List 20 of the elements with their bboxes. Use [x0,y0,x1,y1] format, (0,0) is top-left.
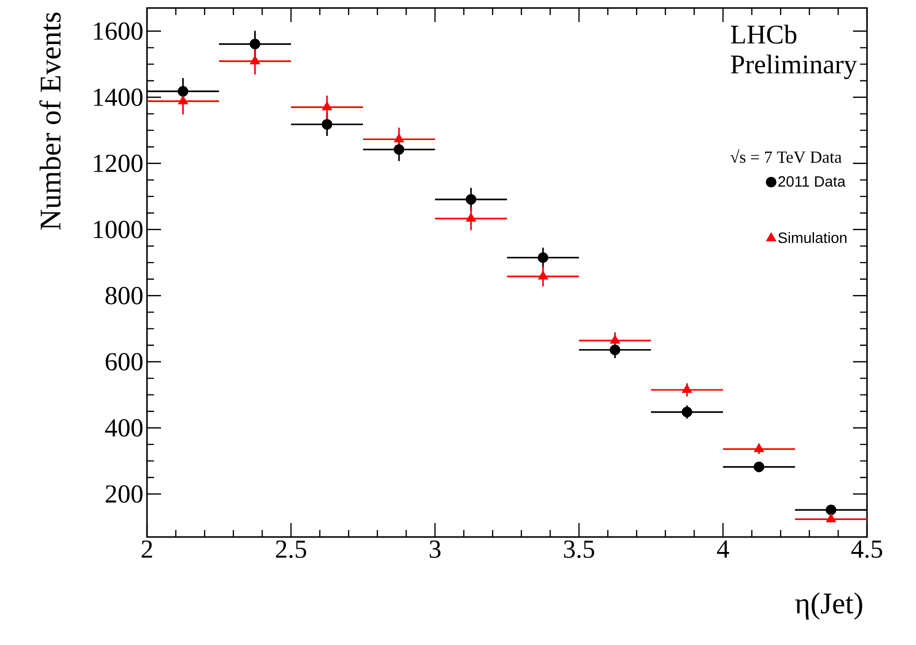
y-tick-label: 1000 [94,220,142,238]
x-tick-label: 2 [142,540,152,558]
y-tick-label: 1400 [94,88,142,106]
y-axis-title: Number of Events [39,12,61,230]
annotation: √s = 7 TeV Data [730,149,842,163]
x-tick-label: 3 [430,540,440,558]
x-tick-label: 4 [717,540,730,558]
x-axis-title: η(Jet) [795,592,862,620]
annotation: LHCb Preliminary [730,24,858,80]
legend-label: Simulation [778,232,846,244]
y-tick-label: 200 [106,485,142,503]
y-tick-label: 400 [105,419,142,437]
x-tick-label: 2.5 [276,540,306,558]
x-tick-label: 4.5 [851,540,882,558]
y-tick-label: 600 [106,353,142,371]
y-tick-label: 800 [106,286,142,304]
y-tick-label: 1600 [94,22,142,40]
y-tick-label: 1200 [94,154,142,172]
legend-label: 2011 Data [778,176,846,187]
x-tick-label: 3.5 [564,540,594,558]
